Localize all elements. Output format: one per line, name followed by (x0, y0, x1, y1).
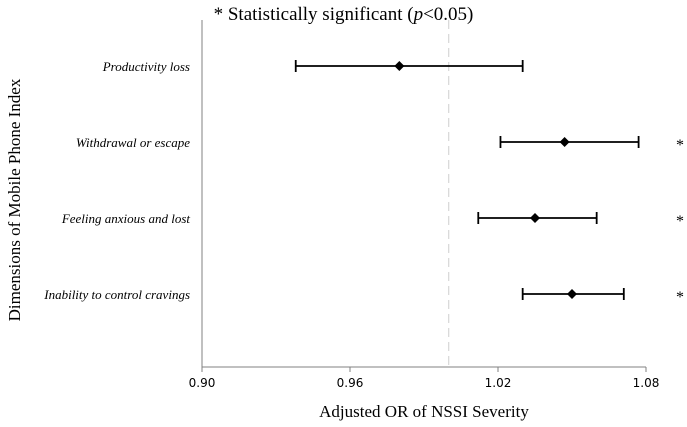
point-estimate-diamond (567, 289, 577, 299)
annotation-suffix: <0.05) (423, 4, 474, 25)
significance-star: * (676, 213, 684, 230)
significance-star: * (676, 137, 684, 154)
x-tick-label: 0.90 (189, 376, 216, 390)
row-label: Withdrawal or escape (76, 135, 190, 150)
annotation-prefix: * Statistically significant ( (213, 4, 414, 25)
row-label: Inability to control cravings (43, 287, 190, 302)
x-tick-label: 1.08 (633, 376, 660, 390)
point-estimate-diamond (394, 61, 405, 71)
significance-annotation: * Statistically significant (p<0.05) (0, 4, 687, 26)
x-axis-label: Adjusted OR of NSSI Severity (319, 402, 529, 421)
point-estimate-diamond (559, 137, 570, 147)
row-label: Productivity loss (102, 59, 190, 74)
x-tick-label: 0.96 (337, 376, 364, 390)
significance-star: * (676, 289, 684, 306)
row-label: Feeling anxious and lost (61, 211, 191, 226)
point-estimate-diamond (530, 213, 540, 223)
annotation-p-symbol: p (413, 4, 424, 25)
x-tick-label: 1.02 (485, 376, 512, 390)
